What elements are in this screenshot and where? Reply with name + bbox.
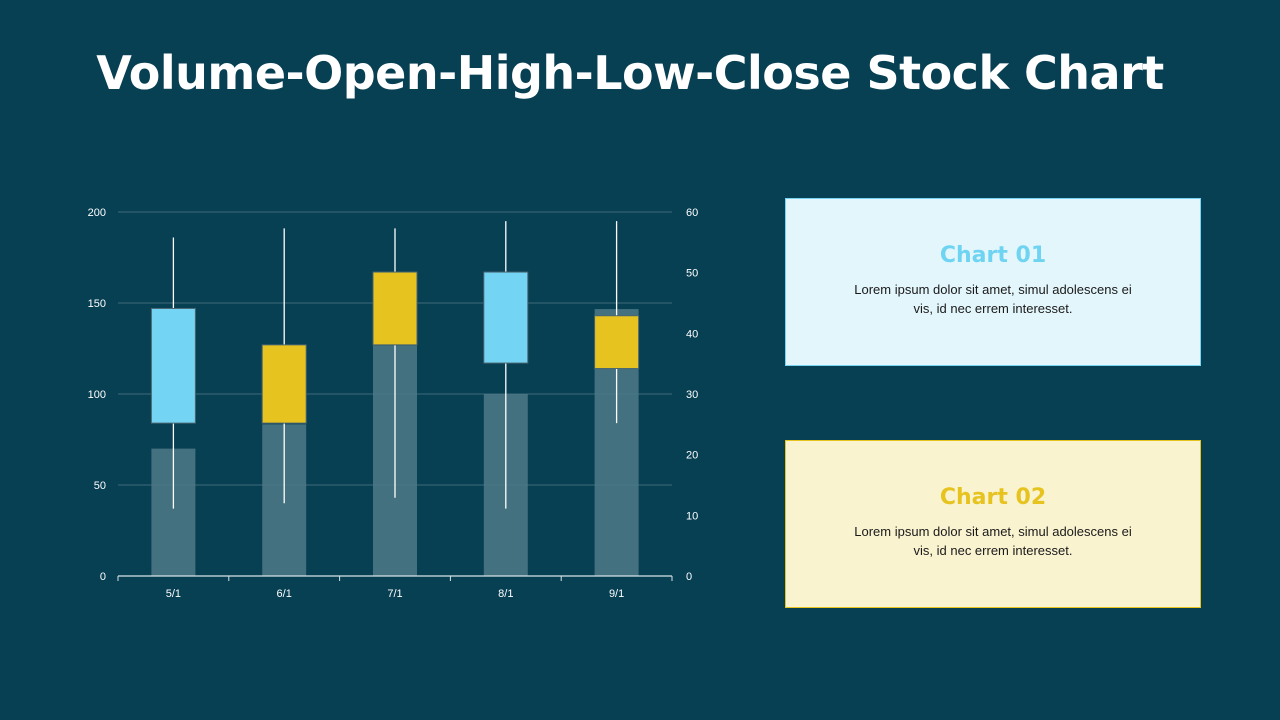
left-axis-tick-label: 200 (88, 207, 106, 219)
card-heading: Chart 01 (939, 243, 1047, 268)
x-axis-label: 7/1 (387, 588, 402, 600)
candle-body (261, 344, 307, 424)
right-axis-tick-label: 10 (686, 510, 698, 522)
chart-01-card: Chart 01 Lorem ipsum dolor sit amet, sim… (785, 198, 1201, 366)
candle-body (372, 271, 418, 346)
left-axis-tick-label: 150 (88, 298, 106, 310)
candle-body (150, 307, 196, 424)
right-axis-tick-label: 40 (686, 328, 698, 340)
left-axis-tick-label: 0 (100, 571, 106, 583)
x-axis-label: 5/1 (166, 588, 181, 600)
right-axis-tick-label: 30 (686, 389, 698, 401)
x-axis-label: 6/1 (277, 588, 292, 600)
right-axis-tick-label: 50 (686, 268, 698, 280)
card-body: Lorem ipsum dolor sit amet, simul adoles… (854, 524, 1132, 558)
right-axis-tick-label: 20 (686, 450, 698, 462)
candlesticks (150, 221, 640, 509)
axes: 0 50 100 150 200 0 10 20 30 40 50 60 5/1 6/1 7/1 8/1 9/1 (88, 207, 699, 600)
right-axis-tick-label: 60 (686, 207, 698, 219)
candle-body (594, 315, 640, 370)
x-axis-label: 9/1 (609, 588, 624, 600)
page-title: Volume-Open-High-Low-Close Stock Chart (96, 46, 1164, 100)
left-axis-tick-label: 100 (88, 389, 106, 401)
card-body: Lorem ipsum dolor sit amet, simul adoles… (854, 282, 1132, 316)
candle-body (483, 271, 529, 364)
chart-02-card: Chart 02 Lorem ipsum dolor sit amet, sim… (785, 440, 1201, 608)
right-axis-tick-label: 0 (686, 571, 692, 583)
card-heading: Chart 02 (939, 485, 1047, 510)
x-axis-label: 8/1 (498, 588, 513, 600)
left-axis-tick-label: 50 (94, 480, 106, 492)
